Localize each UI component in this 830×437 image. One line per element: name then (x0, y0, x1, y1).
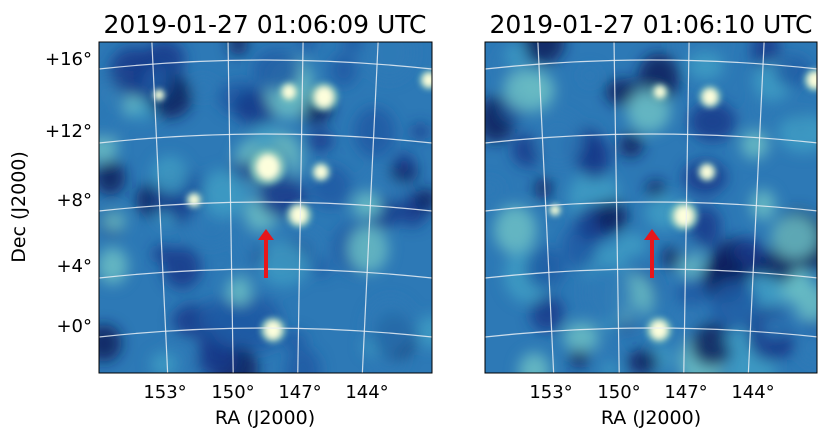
coordinate-grid-right (485, 42, 817, 373)
x-axis-right: 153° 150° 147° 144° RA (J2000) (529, 382, 774, 429)
y-tick-label: +16° (45, 49, 92, 70)
y-tick-label: +8° (56, 190, 92, 211)
y-tick-label: +4° (56, 256, 92, 277)
x-tick-label: 150° (597, 382, 640, 403)
x-tick-label: 153° (529, 382, 572, 403)
x-tick-label: 144° (345, 382, 388, 403)
plot-frame-right (484, 41, 818, 374)
x-axis-label: RA (J2000) (601, 407, 701, 429)
y-axis-left: +16° +12° +8° +4° +0° Dec (J2000) (8, 49, 92, 337)
coordinate-grid-left (99, 42, 432, 373)
y-axis-label: Dec (J2000) (8, 151, 30, 263)
transient-arrow-left (258, 229, 274, 278)
sky-image-left (99, 42, 432, 373)
x-tick-label: 147° (664, 382, 707, 403)
x-tick-label: 144° (731, 382, 774, 403)
x-tick-label: 147° (278, 382, 321, 403)
sky-map-right: 2019-01-27 01:06:10 UTC 153° 150° 147° 1… (484, 10, 818, 429)
y-tick-label: +12° (45, 121, 92, 142)
x-axis-left: 153° 150° 147° 144° RA (J2000) (143, 382, 388, 429)
plot-frame-left (98, 41, 433, 374)
y-tick-label: +0° (56, 316, 92, 337)
panel-title-left: 2019-01-27 01:06:09 UTC (103, 10, 426, 39)
x-axis-label: RA (J2000) (215, 407, 315, 429)
x-tick-label: 150° (211, 382, 254, 403)
panel-title-right: 2019-01-27 01:06:10 UTC (489, 10, 812, 39)
sky-map-left: 2019-01-27 01:06:09 UTC +16° +12° +8° +4… (8, 10, 433, 429)
transient-arrow-right (644, 229, 660, 278)
x-tick-label: 153° (143, 382, 186, 403)
sky-image-right (485, 42, 817, 373)
